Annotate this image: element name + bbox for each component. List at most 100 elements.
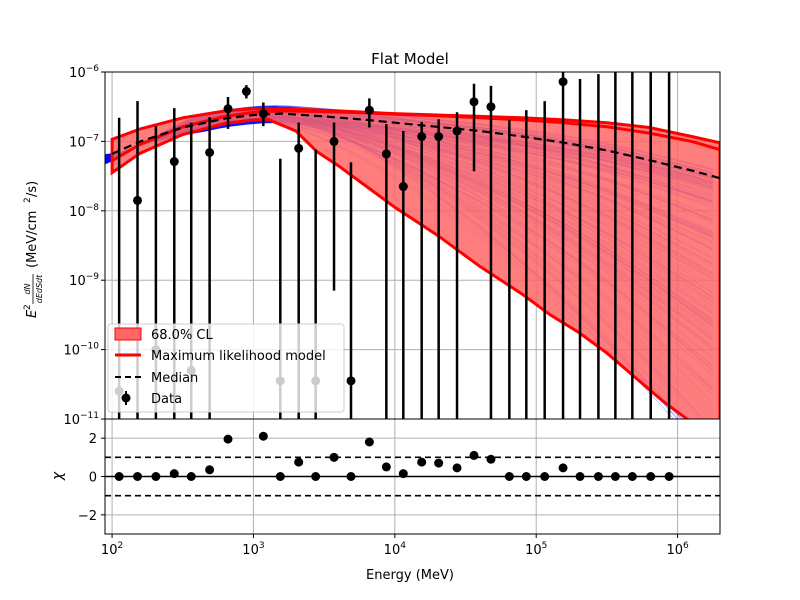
data-point	[329, 136, 339, 146]
chi-point	[258, 431, 268, 441]
tick-base: 10	[101, 543, 118, 558]
y-tick-label: 10−7	[69, 133, 99, 150]
legend-patch-icon	[114, 327, 142, 341]
y-axis-label-units: (MeV/cm	[25, 211, 40, 268]
legend-marker-icon	[121, 393, 131, 403]
chi-point	[575, 472, 585, 481]
data-point	[133, 195, 143, 205]
y-tick-label: 10−8	[69, 203, 99, 220]
chi-point	[329, 452, 339, 462]
chi-point	[205, 465, 215, 475]
legend-label-ml: Maximum likelihood model	[151, 349, 326, 364]
y-axis-label-frac-num: dN	[23, 283, 32, 294]
data-point	[169, 157, 179, 167]
data-point	[434, 132, 444, 142]
chi-point	[540, 472, 550, 481]
bottom-panel: 20−2 102 103 104 105 106	[78, 418, 721, 558]
chi-point	[469, 450, 479, 460]
data-point	[558, 77, 568, 87]
data-point	[205, 148, 215, 158]
chi-tick-label: 0	[89, 471, 97, 486]
chi-point	[558, 463, 568, 473]
y-axis-label-top: E 2 dN dEdSdt (MeV/cm 2 /s)	[23, 181, 44, 318]
chi-tick-label: 2	[89, 432, 97, 447]
x-tick-label: 106	[666, 541, 689, 558]
legend-entry-cl: 68.0% CL	[114, 327, 214, 343]
legend-box	[107, 323, 345, 413]
chi-reference-lines	[105, 456, 720, 497]
data-point	[486, 102, 496, 112]
chi-point	[486, 454, 496, 464]
chi-point	[504, 472, 514, 481]
tick-base: 10	[69, 205, 86, 220]
y-axis-label-frac-den: dEdSdt	[35, 274, 44, 303]
tick-exponent: −7	[86, 133, 99, 143]
y-tick-label: 10−10	[63, 342, 99, 359]
tick-base: 10	[63, 413, 80, 428]
chi-point	[521, 472, 531, 481]
ml-model-line	[111, 109, 720, 163]
x-tick-label: 103	[242, 541, 264, 558]
tick-base: 10	[242, 543, 259, 558]
chi-point	[275, 472, 285, 481]
data-point	[417, 132, 427, 142]
data-point	[241, 86, 251, 96]
tick-base: 10	[63, 344, 80, 359]
chi-point	[434, 458, 444, 468]
chi-point	[294, 457, 304, 467]
y-axis-label-sup: 2	[23, 304, 33, 310]
data-point	[364, 105, 374, 115]
tick-exponent: 4	[400, 541, 406, 551]
chi-point	[311, 472, 321, 481]
legend-entry-ml: Maximum likelihood model	[115, 349, 326, 364]
chi-tick-labels: 2 0 −2	[78, 432, 105, 524]
tick-exponent: −8	[86, 203, 100, 213]
chi-point	[646, 472, 656, 481]
chi-point	[186, 472, 196, 481]
data-point	[452, 126, 462, 136]
chi-point	[627, 472, 637, 481]
tick-base: 10	[384, 543, 401, 558]
chi-point	[417, 457, 427, 467]
data-point	[398, 182, 408, 192]
tick-base: 10	[69, 135, 86, 150]
median-line	[111, 112, 720, 180]
legend-label-cl: 68.0% CL	[151, 328, 214, 343]
chi-point	[452, 463, 462, 473]
chi-points	[114, 431, 674, 481]
chi-point	[114, 472, 124, 481]
x-tick-label: 102	[101, 541, 123, 558]
tick-exponent: 5	[542, 541, 548, 551]
tick-exponent: 3	[259, 541, 265, 551]
tick-exponent: −11	[80, 411, 99, 421]
chi-tick-label: −2	[78, 509, 97, 524]
x-axis-label: Energy (MeV)	[366, 568, 454, 583]
chi-point	[346, 472, 356, 481]
y-axis-label-units-sup: 2	[23, 197, 33, 203]
tick-exponent: −6	[86, 64, 100, 74]
chi-point	[133, 472, 143, 481]
data-point	[381, 149, 391, 159]
y-tick-label: 10−11	[63, 411, 99, 428]
tick-base: 10	[69, 66, 86, 81]
chi-point	[664, 472, 674, 481]
legend-entry-median: Median	[115, 371, 198, 386]
tick-exponent: 6	[683, 541, 689, 551]
y-axis-label-units-tail: /s)	[25, 181, 40, 197]
data-point	[469, 97, 479, 107]
legend-label-median: Median	[151, 371, 198, 386]
x-tick-label: 105	[525, 541, 547, 558]
tick-base: 10	[666, 543, 683, 558]
tick-exponent: −10	[80, 342, 99, 352]
chi-point	[610, 472, 620, 481]
chi-point	[169, 469, 179, 479]
chi-point	[151, 472, 161, 481]
y-axis-label-bottom: χ	[50, 471, 66, 481]
data-point	[294, 143, 304, 153]
data-point	[223, 104, 233, 114]
legend: 68.0% CL Maximum likelihood model Median…	[107, 323, 345, 413]
y-tick-label: 10−9	[69, 272, 99, 289]
y-axis-label-prefix: E	[25, 309, 40, 318]
